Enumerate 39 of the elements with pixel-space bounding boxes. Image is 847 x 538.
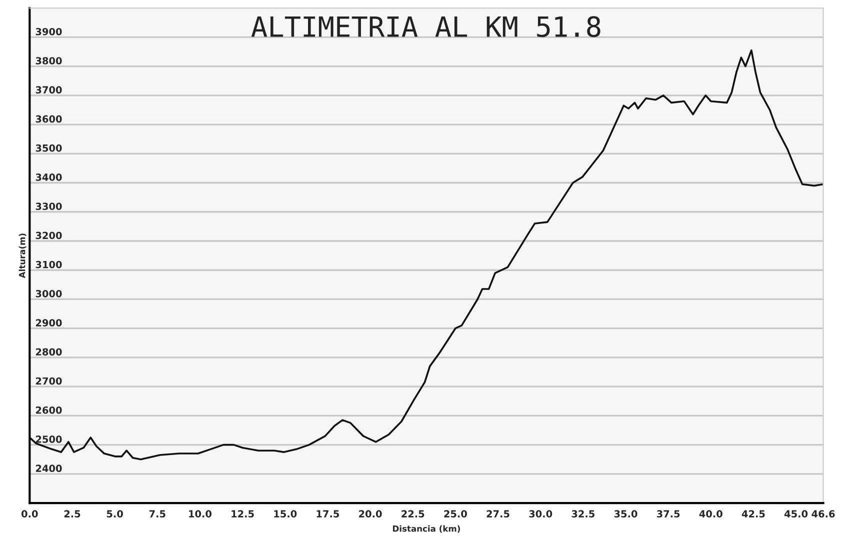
x-tick-label: 30.0 — [529, 510, 552, 518]
y-tick-label: 3000 — [36, 290, 62, 298]
y-tick-label: 2700 — [36, 377, 62, 385]
y-tick-label: 3700 — [36, 86, 62, 94]
x-tick-label: 15.0 — [274, 510, 297, 518]
x-tick-label: 7.5 — [149, 510, 166, 518]
x-tick-label: 40.0 — [699, 510, 722, 518]
x-tick-label: 42.5 — [742, 510, 765, 518]
y-tick-label: 2600 — [36, 406, 62, 414]
y-tick-label: 3600 — [36, 115, 62, 123]
y-tick-label: 3400 — [36, 174, 62, 181]
x-tick-label: 46.6 — [812, 510, 835, 518]
x-tick-label: 17.5 — [316, 510, 339, 518]
x-tick-label: 2.5 — [64, 510, 80, 518]
y-tick-label: 2900 — [36, 319, 62, 326]
y-tick-label: 3900 — [36, 28, 62, 36]
x-tick-label: 12.5 — [232, 510, 254, 518]
y-tick-label: 2400 — [36, 464, 62, 472]
x-tick-label: 20.0 — [359, 510, 382, 518]
y-tick-label: 2500 — [36, 436, 62, 443]
y-tick-label: 3200 — [36, 232, 62, 240]
x-tick-label: 5.0 — [106, 510, 123, 518]
y-tick-label: 2800 — [36, 348, 62, 356]
x-tick-label: 10.0 — [189, 510, 212, 518]
x-tick-label: 35.0 — [614, 510, 638, 518]
x-axis-title: Distancia (km) — [393, 525, 460, 533]
y-tick-label: 3500 — [36, 144, 62, 152]
x-tick-label: 22.5 — [402, 510, 424, 518]
y-tick-label: 3300 — [36, 202, 62, 210]
x-tick-label: 37.5 — [656, 510, 680, 518]
y-tick-label: 3800 — [36, 57, 62, 64]
y-tick-label: 3100 — [36, 260, 62, 268]
x-tick-label: 45.0 — [784, 510, 808, 518]
y-axis-title: Altura(m) — [18, 234, 26, 278]
x-tick-label: 25.0 — [444, 510, 467, 518]
x-tick-label: 27.5 — [486, 510, 510, 518]
chart-title: ALTIMETRIA AL KM 51.8 — [251, 16, 600, 38]
x-tick-label: 32.5 — [572, 510, 594, 518]
x-tick-label: 0.0 — [22, 510, 38, 518]
